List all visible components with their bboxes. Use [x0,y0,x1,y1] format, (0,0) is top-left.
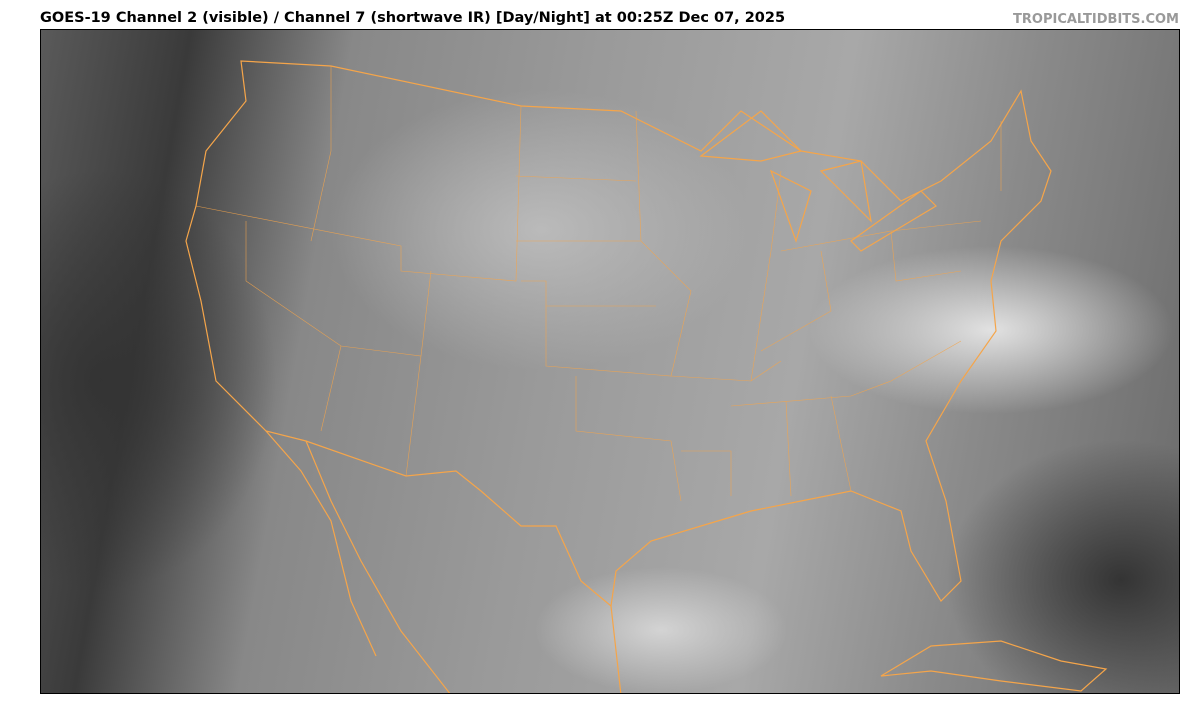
great-lakes [699,110,937,252]
site-watermark: TROPICALTIDBITS.COM [1013,12,1179,27]
satellite-image [40,29,1180,694]
mexico-coast [265,430,622,693]
map-title: GOES-19 Channel 2 (visible) / Channel 7 … [40,10,786,26]
cuba-coast [880,640,1108,692]
map-outlines [185,60,1108,693]
coastlines [185,60,1108,693]
state-borders [195,66,1002,502]
us-outline [185,60,1052,608]
